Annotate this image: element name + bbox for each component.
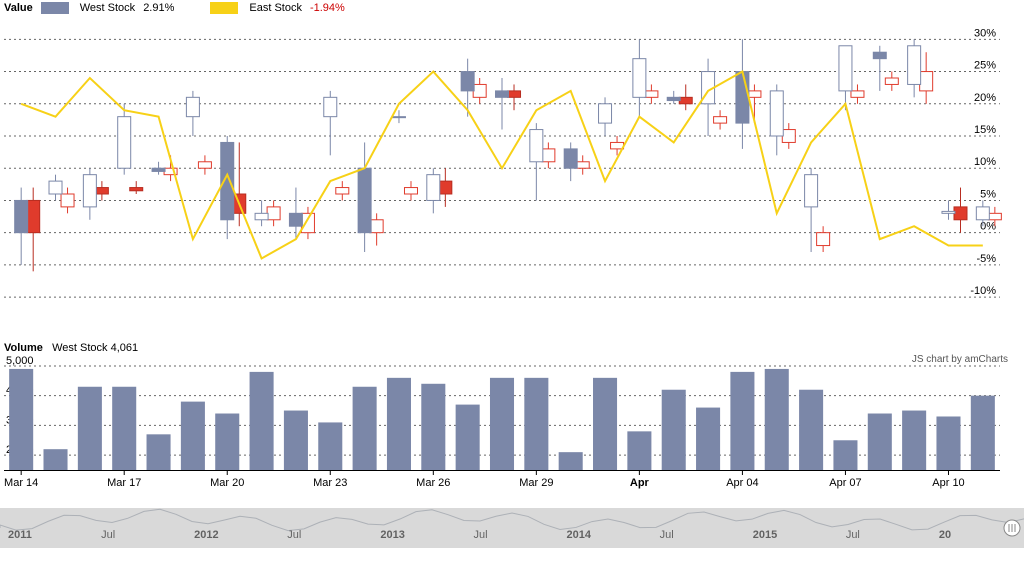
svg-text:2015: 2015 <box>753 529 777 541</box>
svg-text:Mar 29: Mar 29 <box>519 477 553 489</box>
svg-text:Jul: Jul <box>846 529 860 541</box>
svg-text:-5%: -5% <box>976 253 996 265</box>
svg-text:Mar 20: Mar 20 <box>210 477 244 489</box>
value-legend: Value West Stock 2.91% East Stock -1.94% <box>4 2 345 14</box>
svg-text:-10%: -10% <box>970 285 996 297</box>
svg-text:5,000: 5,000 <box>6 355 34 367</box>
svg-text:Mar 26: Mar 26 <box>416 477 450 489</box>
svg-text:20: 20 <box>939 529 951 541</box>
west-name: West Stock <box>80 2 135 14</box>
west-swatch <box>41 2 69 14</box>
svg-text:20%: 20% <box>974 92 996 104</box>
value-plot[interactable]: -10%-5%0%5%10%15%20%25%30% <box>0 0 1024 340</box>
scrollbar[interactable]: 2011 Jul 2012 Jul 2013 Jul 2014 Jul 2015 Jul 20 <box>0 500 1024 560</box>
svg-text:Jul: Jul <box>101 529 115 541</box>
svg-text:15%: 15% <box>974 124 996 136</box>
svg-text:Mar 17: Mar 17 <box>107 477 141 489</box>
svg-text:2014: 2014 <box>567 529 592 541</box>
svg-text:Apr 07: Apr 07 <box>829 477 861 489</box>
svg-text:Mar 23: Mar 23 <box>313 477 347 489</box>
svg-text:Apr: Apr <box>630 477 650 489</box>
volume-plot[interactable]: 2,0003,0004,0005,000Mar 14Mar 17Mar 20Ma… <box>0 340 1024 500</box>
svg-text:10%: 10% <box>974 156 996 168</box>
svg-text:2011: 2011 <box>8 529 32 541</box>
value-title: Value <box>4 2 33 14</box>
svg-text:Jul: Jul <box>660 529 674 541</box>
svg-text:Apr 04: Apr 04 <box>726 477 758 489</box>
stock-chart: Value West Stock 2.91% East Stock -1.94%… <box>0 0 1024 570</box>
svg-text:2013: 2013 <box>380 529 404 541</box>
svg-text:5%: 5% <box>980 188 996 200</box>
west-pct: 2.91% <box>143 2 174 14</box>
svg-text:30%: 30% <box>974 27 996 39</box>
svg-text:Apr 10: Apr 10 <box>932 477 964 489</box>
value-panel[interactable]: Value West Stock 2.91% East Stock -1.94%… <box>0 0 1024 340</box>
svg-text:Mar 14: Mar 14 <box>4 477 38 489</box>
east-name: East Stock <box>249 2 302 14</box>
volume-panel[interactable]: 2,0003,0004,0005,000Mar 14Mar 17Mar 20Ma… <box>0 340 1024 500</box>
east-pct: -1.94% <box>310 2 345 14</box>
scrollbar-panel[interactable]: 2011 Jul 2012 Jul 2013 Jul 2014 Jul 2015 Jul 20 <box>0 500 1024 560</box>
svg-text:Jul: Jul <box>473 529 487 541</box>
svg-text:2012: 2012 <box>194 529 218 541</box>
east-swatch <box>210 2 238 14</box>
svg-text:Jul: Jul <box>287 529 301 541</box>
svg-text:25%: 25% <box>974 60 996 72</box>
